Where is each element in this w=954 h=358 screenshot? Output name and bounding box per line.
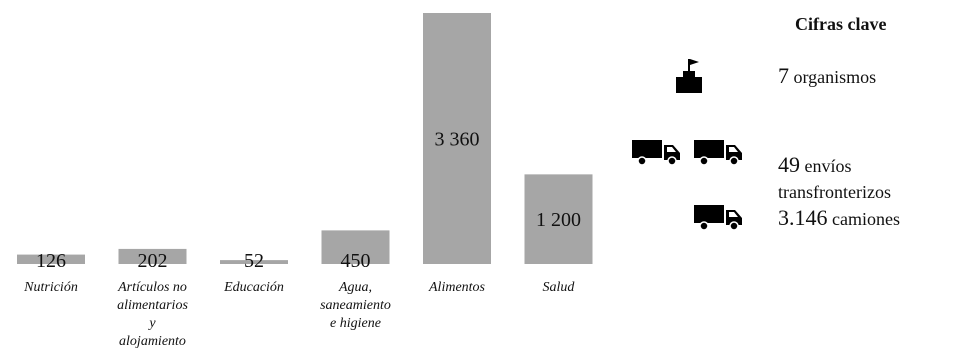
building-flag-icon xyxy=(676,59,702,93)
category-label-1-0: Artículos no xyxy=(117,280,187,295)
value-label-4: 3 360 xyxy=(435,129,480,151)
key-figure-shipments-number: 49 xyxy=(778,152,800,177)
bar-3 xyxy=(321,230,390,264)
bar-1 xyxy=(118,248,187,264)
category-label-1-1: alimentarios xyxy=(117,298,188,313)
value-label-3: 450 xyxy=(341,250,371,272)
truck-icon xyxy=(632,140,680,166)
value-label-0: 126 xyxy=(36,250,66,272)
key-figure-trucks-label: camiones xyxy=(832,209,900,229)
bar-4 xyxy=(423,13,491,264)
truck-icon xyxy=(694,140,742,166)
category-label-3-0: Agua, xyxy=(338,280,372,295)
value-label-2: 52 xyxy=(244,250,264,272)
bar-2 xyxy=(220,260,288,264)
key-figure-shipments-label-line2: transfronterizos xyxy=(778,182,891,202)
key-figure-shipments: 49 envíos transfronterizos xyxy=(778,152,891,205)
category-label-2-0: Educación xyxy=(223,280,284,295)
bar-5 xyxy=(524,174,593,264)
category-label-1-2: y xyxy=(147,316,156,331)
key-figure-organisms-number: 7 xyxy=(778,63,789,88)
bar-0 xyxy=(17,254,85,264)
bar-chart: 126 202 52 450 3 360 1 200 Nutrición Artículos… xyxy=(17,13,593,349)
value-label-5: 1 200 xyxy=(536,209,581,231)
category-label-1-3: alojamiento xyxy=(119,334,186,349)
truck-icon xyxy=(694,205,742,231)
key-figure-trucks-number: 3.146 xyxy=(778,205,828,230)
category-labels-group: Nutrición Artículos no alimentarios y alojam… xyxy=(23,280,575,349)
category-label-0-0: Nutrición xyxy=(23,280,78,295)
key-figure-organisms: 7 organismos xyxy=(778,63,877,88)
key-figures-title: Cifras clave xyxy=(795,14,887,34)
key-figure-organisms-label: organismos xyxy=(793,67,877,87)
value-label-1: 202 xyxy=(138,250,168,272)
category-label-4-0: Alimentos xyxy=(428,280,486,295)
key-figure-trucks: 3.146 camiones xyxy=(778,205,900,230)
category-label-5-0: Salud xyxy=(543,280,576,295)
key-figure-shipments-label: envíos xyxy=(804,156,852,176)
key-figures-panel: Cifras clave 7 organismos 49 envíos tran… xyxy=(620,0,954,358)
bars-group xyxy=(17,13,593,264)
value-labels-group: 126 202 52 450 3 360 1 200 xyxy=(36,129,581,273)
category-label-3-2: e higiene xyxy=(330,316,381,331)
category-label-3-1: saneamiento xyxy=(320,298,391,313)
